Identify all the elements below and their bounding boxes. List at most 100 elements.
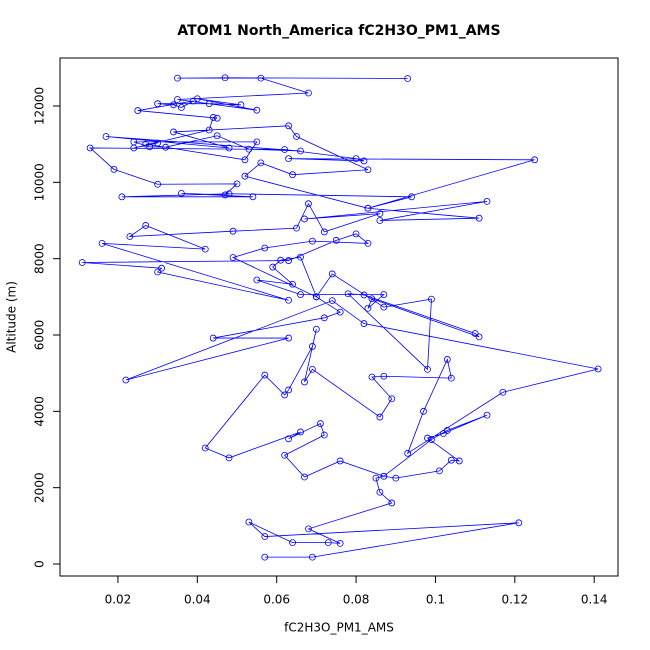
point [289,280,296,288]
point [360,291,368,299]
point [320,228,328,236]
plot-frame [59,57,619,577]
x-tick-label: 0.02 [105,593,132,607]
point [309,237,316,245]
point [297,428,304,436]
point [424,434,431,442]
point [285,257,292,264]
point [301,473,308,481]
y-tick-label: 12000 [33,87,47,125]
point [245,518,253,526]
point [154,268,162,276]
point [178,189,185,197]
point [328,297,336,305]
point [305,525,312,533]
point [142,222,150,229]
point [316,420,324,427]
point [221,74,229,82]
point [305,200,312,208]
point [269,263,277,271]
point [221,191,229,199]
point [261,533,269,540]
point [336,540,344,547]
point [225,454,233,462]
point [285,155,292,163]
point [154,180,162,188]
x-axis-label: fC2H3O_PM1_AMS [284,621,394,635]
point [297,147,304,155]
point [428,436,435,443]
point [122,376,130,384]
point [174,74,181,82]
point [285,386,292,394]
point [312,325,320,333]
point [281,146,289,153]
point [388,499,396,507]
point [110,165,118,173]
x-tick-label: 0.08 [343,593,370,607]
point [309,365,316,373]
point [289,539,296,547]
point [305,89,312,97]
point [336,308,344,316]
point [154,100,162,108]
y-tick-label: 10000 [33,163,47,201]
x-tick-label: 0.14 [581,593,608,607]
point [285,296,292,304]
point [213,132,221,140]
point [297,253,304,261]
point [428,295,435,303]
point [253,138,261,146]
point [205,126,213,134]
chart-title: ATOM1 North_America fC2H3O_PM1_AMS [177,23,500,39]
point [78,259,86,266]
point [475,214,483,222]
point [170,101,177,109]
point [102,133,110,140]
point [320,314,328,322]
point [285,122,292,130]
point [285,435,292,443]
point [233,180,241,188]
point [209,114,217,121]
point [380,303,388,311]
point [229,227,237,235]
point [475,333,483,341]
point [364,304,372,312]
point [134,107,142,114]
point [404,449,412,457]
point [352,155,360,163]
point [447,456,455,464]
point [261,371,269,379]
y-tick-label: 0 [33,560,47,568]
point [154,139,162,147]
point [301,378,308,386]
point [483,411,491,419]
point [285,334,292,342]
point [380,372,388,380]
point [118,193,126,201]
point [142,140,150,148]
point [162,143,169,151]
point [364,239,372,247]
point [332,236,340,244]
point [368,373,376,381]
point [443,427,451,434]
x-tick-label: 0.06 [263,593,290,607]
point [213,114,221,122]
point [376,217,384,224]
point [205,100,213,108]
point [376,210,384,218]
point [237,101,245,109]
point [388,395,396,403]
point [344,290,352,298]
point [193,95,201,103]
point [420,407,427,415]
point [364,166,372,174]
point [178,104,185,111]
point [130,144,138,152]
point [309,343,316,350]
point [447,374,455,382]
point [336,457,344,465]
point [174,96,181,103]
